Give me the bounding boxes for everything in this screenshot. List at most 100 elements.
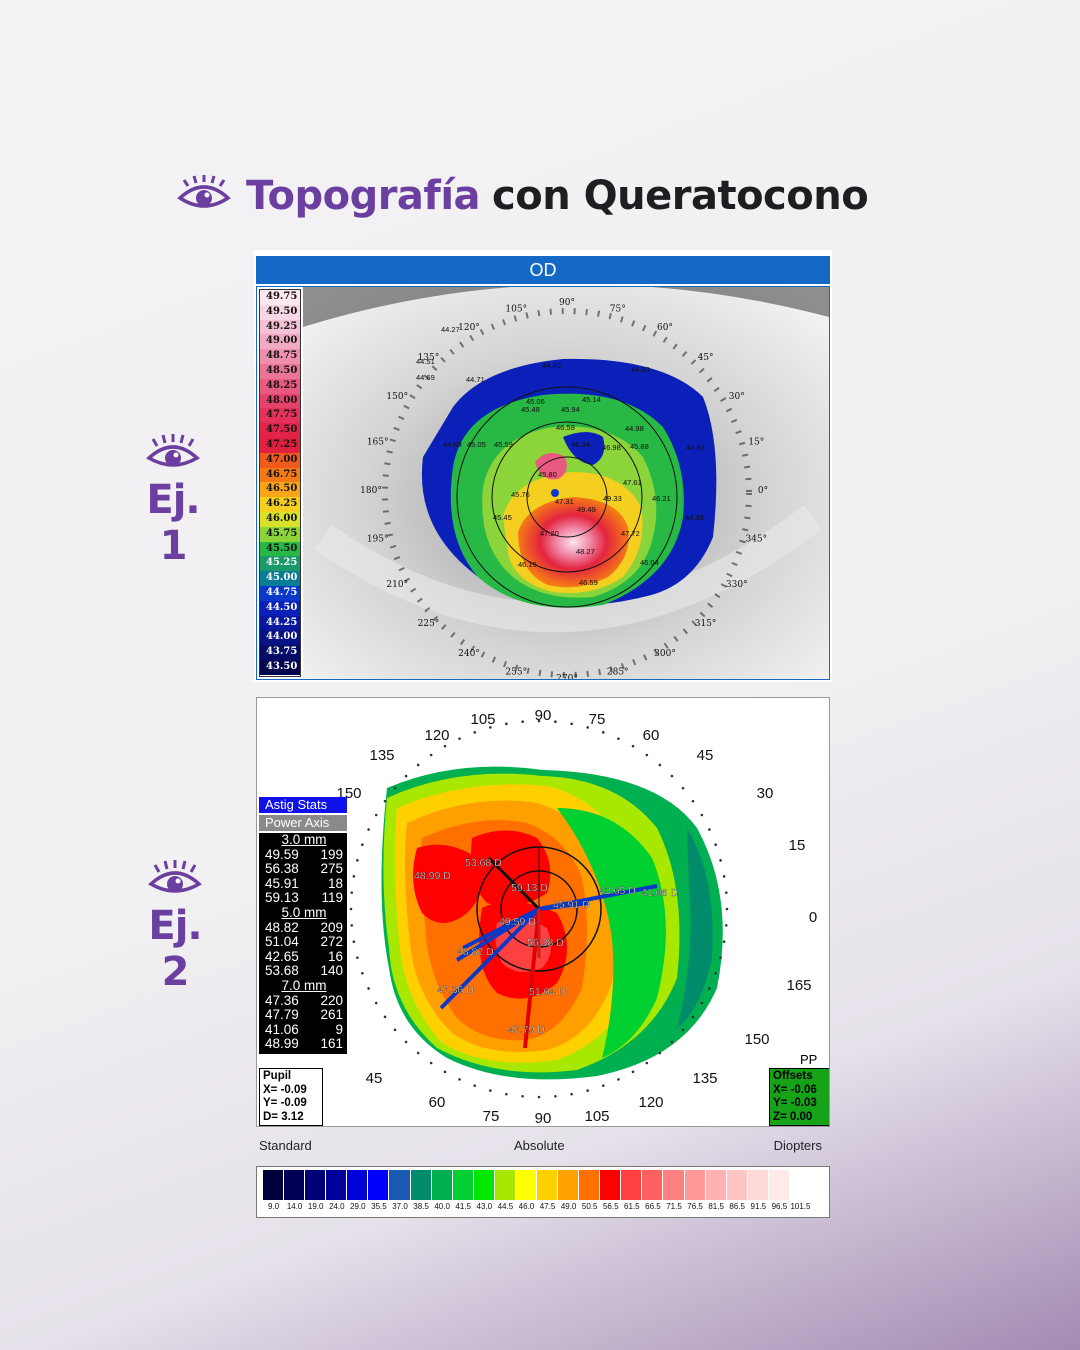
tick-dot: [429, 753, 433, 757]
tick-dot: [631, 744, 635, 748]
tick-dot: [681, 786, 685, 790]
colorbar-swatch: [515, 1170, 536, 1200]
title-highlight: Topografía: [246, 173, 481, 219]
colorbar-swatch: [621, 1170, 642, 1200]
axis-label: 15: [789, 837, 806, 854]
eye-icon: [176, 174, 232, 219]
tick-dot: [489, 1089, 492, 1092]
colorbar-swatch: [579, 1170, 600, 1200]
colorbar-tick: 14.0: [286, 1202, 303, 1211]
map-value: 45.14: [582, 395, 601, 404]
colorbar-tick: 44.5: [497, 1202, 514, 1211]
scale-entry: 44.00: [260, 630, 300, 646]
diopter-label: 48.82 D: [457, 946, 494, 958]
stats-table: 3.0 mm 49.59 199 56.38 275 45.91 18 59.13 119 5.0…: [259, 832, 347, 1054]
map-value: 46.34: [571, 440, 590, 449]
colorbar-swatch: [747, 1170, 768, 1200]
colorbar-tick: 19.0: [307, 1202, 324, 1211]
scale-entry: 46.50: [260, 482, 300, 498]
map-value: 45.59: [494, 440, 513, 449]
scale-entry: 44.25: [260, 615, 300, 631]
tick-dot: [724, 891, 728, 894]
tick-dot: [645, 753, 649, 757]
od-header: OD: [256, 256, 830, 284]
scale-entry: 48.25: [260, 378, 300, 394]
axis-label: 0°: [758, 486, 768, 496]
example-1-text: Ej. 1: [146, 477, 200, 569]
map-value: 46.04: [640, 558, 659, 567]
colorbar-swatch: [431, 1170, 452, 1200]
offsets-y: Y= -0.03: [773, 1097, 817, 1109]
scale-entry: 46.00: [260, 511, 300, 527]
scale-entry: 48.75: [260, 349, 300, 364]
axis-label: 180°: [360, 486, 382, 496]
stats-zone-header: 3.0 mm: [281, 832, 327, 847]
scale-entry: 49.25: [260, 319, 300, 335]
map-value: 44.51: [416, 357, 435, 366]
colorbar-tick: 71.5: [666, 1202, 682, 1211]
stats-row: 47.36 220: [265, 992, 343, 1008]
map-value: 47.31: [555, 497, 574, 506]
map-value: 46.98: [602, 443, 621, 452]
scale-entry: 45.75: [260, 526, 300, 542]
pupil-title: Pupil: [263, 1070, 292, 1082]
tick-dot: [722, 940, 726, 943]
colorbar-tick: 96.5: [771, 1202, 788, 1211]
map-value: 44.27: [441, 325, 460, 334]
title-rest: con Queratocono: [492, 173, 869, 219]
tick-dot: [691, 1015, 695, 1019]
offsets-x: X= -0.06: [773, 1083, 817, 1096]
stats-row: 41.06 9: [265, 1021, 343, 1037]
colorbar-tick: 86.5: [729, 1202, 745, 1211]
map-value: 47.61: [623, 478, 642, 487]
axis-label: 135°: [418, 353, 440, 363]
astig-stats-tab[interactable]: Astig Stats: [259, 797, 347, 813]
stats-zone-header: 5.0 mm: [281, 904, 327, 920]
mode-standard: Standard: [259, 1138, 312, 1153]
tick-dot: [724, 924, 728, 927]
axis-label: 135: [692, 1070, 717, 1087]
tick-dot: [537, 719, 541, 723]
power-axis-tab[interactable]: Power Axis: [259, 815, 347, 831]
colorbar-swatch: [347, 1170, 368, 1200]
tick-dot: [586, 1089, 589, 1092]
tick-dot: [383, 1015, 387, 1019]
scale-entry: 45.00: [260, 571, 300, 586]
axis-label: 45: [697, 747, 714, 764]
tick-dot: [658, 1051, 662, 1055]
eye-icon: [148, 860, 202, 893]
map-value: 49.33: [603, 494, 622, 503]
tick-dot: [374, 1001, 378, 1005]
scale-entry: 48.00: [260, 393, 300, 409]
axis-label: 90°: [559, 298, 575, 308]
tick-dot: [601, 731, 605, 734]
stats-zone-header: 7.0 mm: [281, 977, 327, 993]
axis-label: 45: [366, 1070, 383, 1087]
scale-entry: 47.25: [260, 437, 300, 453]
diopter-label: 56.38 D: [527, 937, 564, 949]
map-value: 44.69: [443, 440, 462, 449]
axis-label: 120: [424, 727, 449, 744]
diopter-label: 53.68 D: [465, 857, 502, 869]
colorbar-swatch: [263, 1170, 284, 1200]
page-title: Topografía con Queratocono: [176, 166, 869, 226]
axis-label: 150°: [386, 392, 408, 402]
colorbar-tick: 38.5: [413, 1202, 429, 1211]
tick-dot: [645, 1061, 649, 1065]
colorbar-tick: 50.5: [581, 1202, 598, 1211]
scale-entry: 46.25: [260, 497, 300, 512]
axis-label: 30°: [729, 392, 745, 402]
tick-dot: [443, 1070, 447, 1074]
colorbar-swatch: [494, 1170, 515, 1200]
stats-row: 49.59 199: [265, 846, 343, 862]
tick-dot: [658, 763, 662, 767]
map-value: 45.45: [493, 513, 512, 522]
pupil-y: Y= -0.09: [263, 1097, 307, 1109]
map-value: 45.76: [511, 490, 530, 499]
axis-label: 90: [535, 1110, 552, 1126]
tick-dot: [352, 940, 356, 943]
tick-dot: [393, 1028, 397, 1032]
axis-label: 15°: [748, 437, 764, 447]
tick-dot: [700, 813, 704, 817]
